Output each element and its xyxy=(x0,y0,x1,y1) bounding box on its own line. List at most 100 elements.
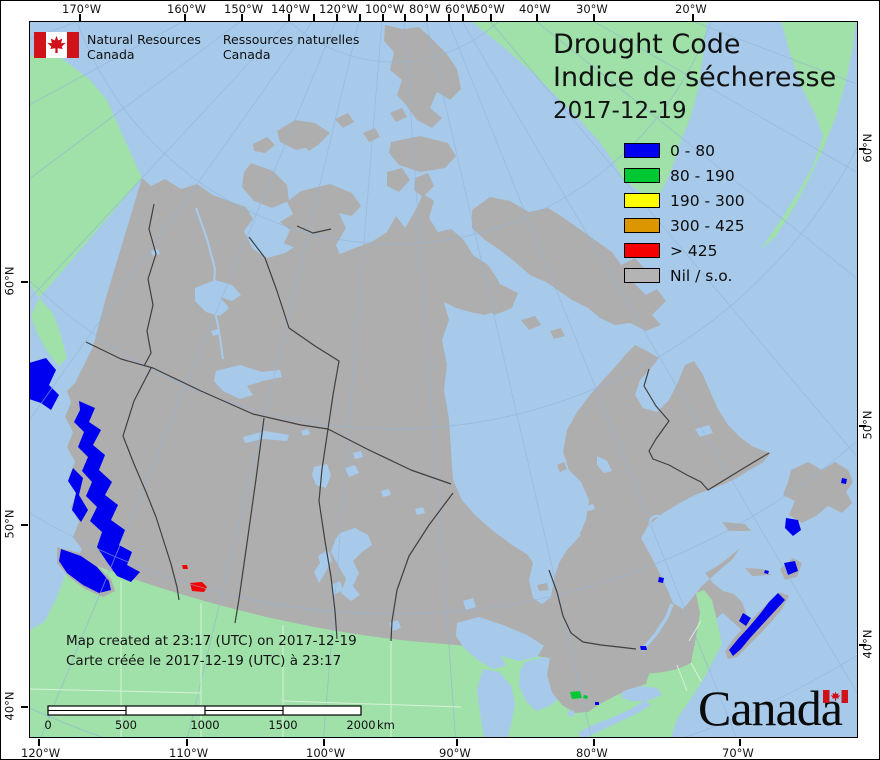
anticosti xyxy=(722,522,751,531)
canada-mainland xyxy=(29,178,771,738)
border-yukon-nwt xyxy=(143,203,157,367)
graticule-tick xyxy=(21,524,28,526)
lon-label: 40°W xyxy=(519,2,551,16)
lon-label: 160°W xyxy=(167,2,207,16)
haida-gwaii xyxy=(68,468,88,522)
legend-item-0: 0 - 80 xyxy=(624,138,745,163)
lon-label: 50°W xyxy=(473,2,505,16)
lake-ontario xyxy=(621,686,662,701)
created-en: Map created at 23:17 (UTC) on 2017-12-19 xyxy=(66,633,357,649)
lake-winnipeg xyxy=(331,528,372,601)
scale-tick-label: 2000 xyxy=(346,718,376,732)
lon-label: 150°W xyxy=(224,2,264,16)
lon-label: 90°W xyxy=(439,746,471,760)
title-en: Drought Code xyxy=(553,29,741,60)
lake-superior xyxy=(456,617,544,669)
canada-flag-icon xyxy=(34,32,79,58)
scale-tick-label: 1000 xyxy=(190,718,220,732)
map-canvas xyxy=(29,21,858,738)
scale-unit-label: km xyxy=(377,718,395,732)
border-mb-nu xyxy=(327,428,452,485)
graticule-tick xyxy=(359,14,361,21)
graticule-tick xyxy=(404,14,406,21)
graticule-tick xyxy=(288,14,290,21)
alaska-panhandle xyxy=(31,298,67,366)
logo-text-fr: Ressources naturelles Canada xyxy=(222,32,360,62)
border-mb-on xyxy=(390,492,454,642)
greenland-east-land xyxy=(761,21,856,249)
graticule-tick xyxy=(336,14,338,21)
legend-label: 300 - 425 xyxy=(670,216,745,235)
legend-label: Nil / s.o. xyxy=(670,266,733,285)
graticule-tick xyxy=(859,425,866,427)
graticule xyxy=(29,21,858,738)
border-sk-mb xyxy=(318,428,338,640)
graticule-tick xyxy=(38,739,40,746)
drought-red-alberta xyxy=(182,565,207,592)
lat-label: 40°N xyxy=(2,691,17,721)
lat-label: 60°N xyxy=(860,133,875,163)
lon-label: 110°W xyxy=(169,746,209,760)
legend-item-4: > 425 xyxy=(624,238,745,263)
legend-swatch xyxy=(624,268,660,283)
title-fr: Indice de sécheresse xyxy=(553,62,837,93)
graticule-tick xyxy=(462,14,464,21)
border-60n xyxy=(85,341,329,430)
ottawa-blue xyxy=(640,646,647,650)
legend-item-5: Nil / s.o. xyxy=(624,263,745,288)
nova-scotia-blue xyxy=(729,593,785,656)
graticule-tick xyxy=(186,739,188,746)
drought-blue-bc xyxy=(29,358,140,593)
interior-lakes xyxy=(151,249,713,631)
lat-label: 60°N xyxy=(2,266,17,296)
logo-text-en: Natural Resources Canada xyxy=(87,32,201,62)
newfoundland xyxy=(783,462,853,523)
lon-label: 80°W xyxy=(409,2,441,16)
graticule-tick xyxy=(739,739,741,746)
drought-green-ontario xyxy=(570,691,588,699)
graticule-tick xyxy=(382,14,384,21)
arctic-islands xyxy=(242,25,666,591)
border-nwt-nu xyxy=(248,236,340,430)
legend-swatch xyxy=(624,218,660,233)
graticule-tick xyxy=(859,644,866,646)
graticule-tick xyxy=(323,739,325,746)
graticule-tick xyxy=(859,148,866,150)
graticule-tick xyxy=(79,14,81,21)
title-date: 2017-12-19 xyxy=(553,98,687,124)
drought-blue-east xyxy=(595,478,847,705)
lake-athabasca xyxy=(243,431,289,443)
lon-label: 20°W xyxy=(675,2,707,16)
lon-label: 60°W xyxy=(445,2,477,16)
lat-label: 50°N xyxy=(860,410,875,440)
legend-label: 0 - 80 xyxy=(670,141,716,160)
lon-label: 170°W xyxy=(62,2,102,16)
great-slave-lake xyxy=(214,365,282,399)
legend-item-1: 80 - 190 xyxy=(624,163,745,188)
lon-label: 70°W xyxy=(722,746,754,760)
lon-label: 30°W xyxy=(576,2,608,16)
cape-breton-blue xyxy=(784,561,798,575)
lake-stclair xyxy=(567,710,575,717)
border-on-qc xyxy=(548,569,637,650)
legend-swatch xyxy=(624,143,660,158)
great-bear-lake xyxy=(195,280,241,316)
map-title: Drought Code Indice de sécheresse 2017-1… xyxy=(553,28,836,126)
lat-label: 50°N xyxy=(2,509,17,539)
map-created-note: Map created at 23:17 (UTC) on 2017-12-19… xyxy=(66,631,357,671)
created-fr: Carte créée le 2017-12-19 (UTC) à 23:17 xyxy=(66,653,342,669)
graticule-tick xyxy=(184,14,186,21)
border-ab-sk xyxy=(234,417,265,624)
border-qc-labrador xyxy=(643,368,770,491)
wordmark-flag-icon xyxy=(823,690,848,703)
legend-swatch xyxy=(624,168,660,183)
legend-label: 80 - 190 xyxy=(670,166,735,185)
nrcan-logo: Natural Resources Canada Ressources natu… xyxy=(34,32,359,62)
us-state-borders xyxy=(29,581,702,738)
legend-swatch xyxy=(624,243,660,258)
legend-label: > 425 xyxy=(670,241,718,260)
legend-swatch xyxy=(624,193,660,208)
lon-label: 140°W xyxy=(271,2,311,16)
border-bc-ab xyxy=(122,367,180,601)
graticule-tick xyxy=(21,706,28,708)
